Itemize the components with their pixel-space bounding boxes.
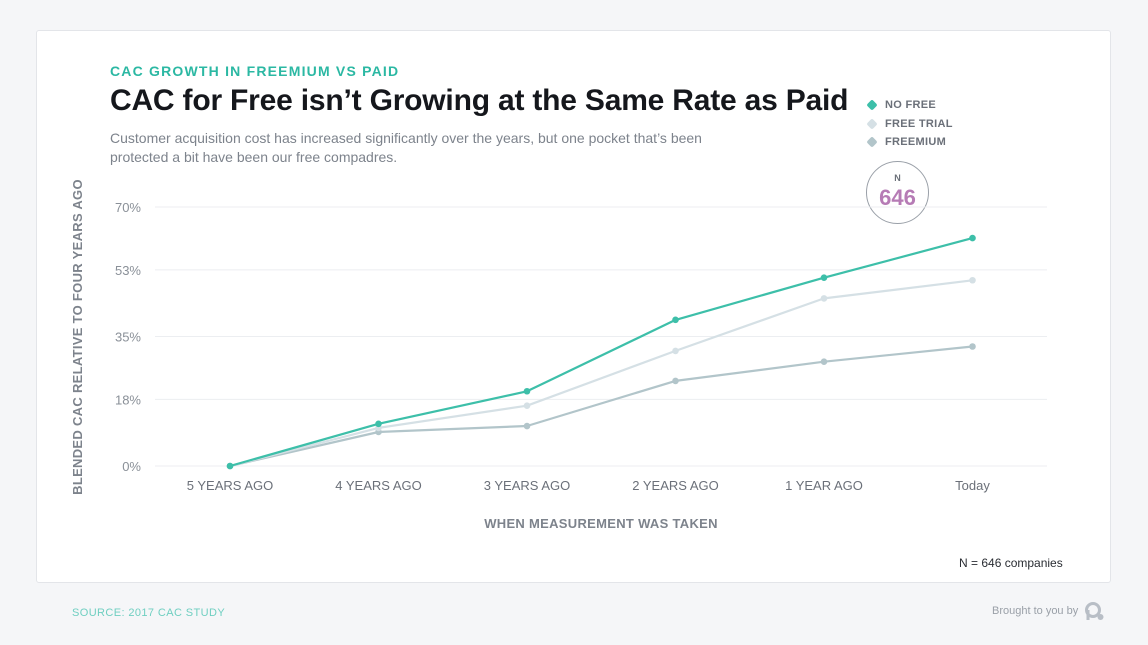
point-freemium-2 <box>524 423 531 430</box>
point-no-free-2 <box>524 388 531 395</box>
point-free-trial-3 <box>672 348 679 355</box>
x-tick-label-1-year-ago: 1 YEAR AGO <box>785 478 863 493</box>
point-freemium-5 <box>969 343 976 350</box>
x-tick-label-3-years-ago: 3 YEARS AGO <box>484 478 570 493</box>
y-tick-label-3: 53% <box>115 263 141 278</box>
source-label: SOURCE: 2017 CAC STUDY <box>72 607 225 619</box>
x-axis-title: WHEN MEASUREMENT WAS TAKEN <box>484 516 718 531</box>
point-no-free-0 <box>227 463 234 470</box>
point-freemium-3 <box>672 378 679 385</box>
point-freemium-4 <box>821 358 828 365</box>
series-line-free-trial <box>230 280 973 466</box>
x-tick-label-2-years-ago: 2 YEARS AGO <box>632 478 718 493</box>
footnote: N = 646 companies <box>959 556 1063 570</box>
y-axis-title: BLENDED CAC RELATIVE TO FOUR YEARS AGO <box>70 179 85 495</box>
series-line-freemium <box>230 347 973 467</box>
brought-to-you-by: Brought to you by <box>992 605 1078 617</box>
point-free-trial-4 <box>821 295 828 302</box>
point-no-free-5 <box>969 235 976 242</box>
y-tick-label-1: 18% <box>115 392 141 407</box>
x-tick-label-today: Today <box>955 478 990 493</box>
point-no-free-4 <box>821 274 828 281</box>
point-no-free-1 <box>375 421 382 428</box>
profitwell-logo-icon[interactable] <box>1085 602 1105 622</box>
y-tick-label-4: 70% <box>115 200 141 215</box>
y-tick-label-0: 0% <box>122 459 141 474</box>
y-tick-label-2: 35% <box>115 330 141 345</box>
x-tick-label-4-years-ago: 4 YEARS AGO <box>335 478 421 493</box>
x-tick-label-5-years-ago: 5 YEARS AGO <box>187 478 273 493</box>
point-free-trial-5 <box>969 277 976 284</box>
series-line-no-free <box>230 238 973 466</box>
point-no-free-3 <box>672 317 679 324</box>
point-free-trial-2 <box>524 402 531 409</box>
